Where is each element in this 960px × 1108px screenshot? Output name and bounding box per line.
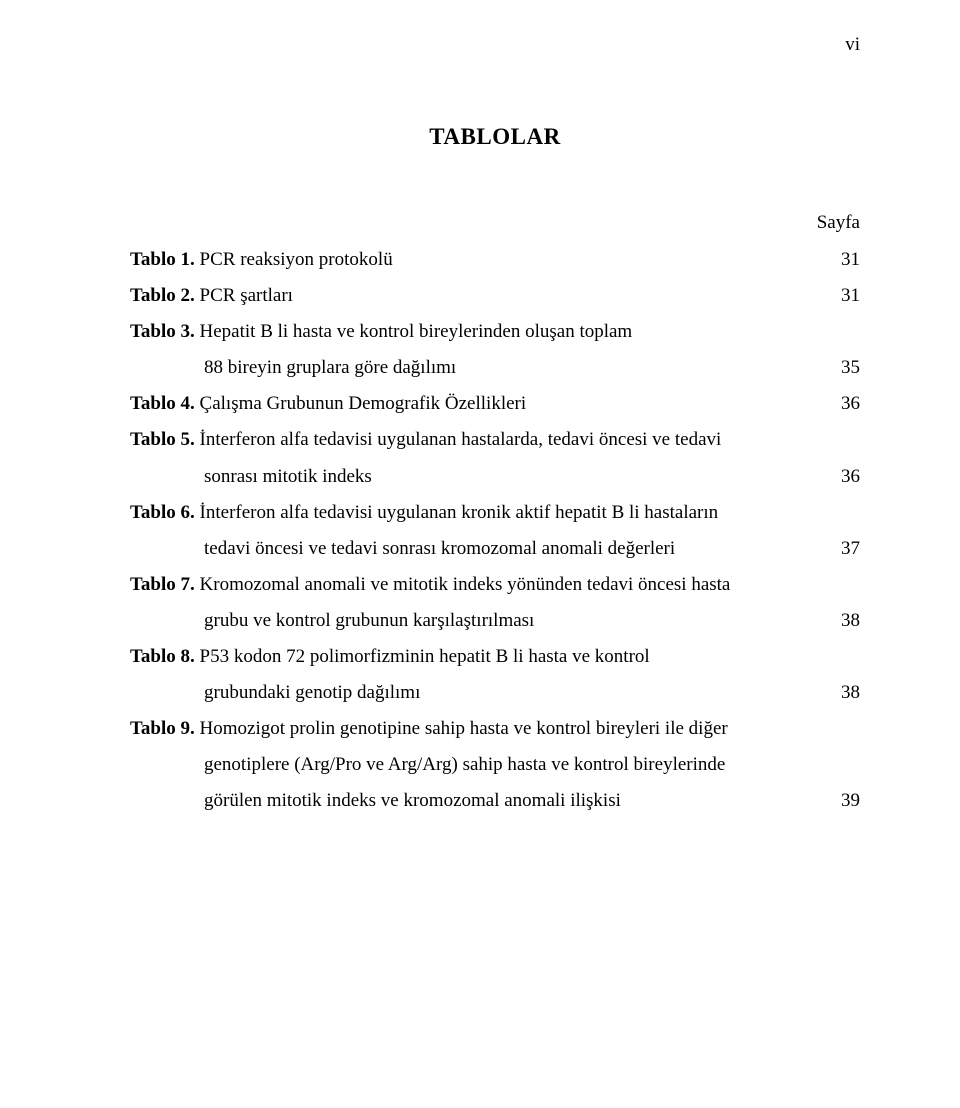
toc-entry: Tablo 2. PCR şartları 31 [130, 278, 860, 314]
toc-entry: Tablo 9. Homozigot prolin genotipine sah… [130, 711, 860, 819]
toc-line: Tablo 6. İnterferon alfa tedavisi uygula… [130, 495, 860, 531]
toc-text: Homozigot prolin genotipine sahip hasta … [200, 718, 728, 739]
toc-line: Tablo 8. P53 kodon 72 polimorfizminin he… [130, 639, 860, 675]
page: vi TABLOLAR Sayfa Tablo 1. PCR reaksiyon… [0, 0, 960, 1108]
page-number-top: vi [845, 34, 860, 56]
toc-text: PCR şartları [200, 278, 293, 314]
toc-text: Kromozomal anomali ve mitotik indeks yön… [200, 574, 731, 595]
toc-entry: Tablo 8. P53 kodon 72 polimorfizminin he… [130, 639, 860, 711]
toc-page-number: 36 [826, 386, 860, 422]
toc-page-number: 37 [826, 531, 860, 567]
page-column-header: Sayfa [130, 212, 860, 234]
toc-line: görülen mitotik indeks ve kromozomal ano… [130, 783, 860, 819]
toc-page-number: 36 [826, 459, 860, 495]
toc-line: grubu ve kontrol grubunun karşılaştırılm… [130, 603, 860, 639]
toc-text: İnterferon alfa tedavisi uygulanan hasta… [200, 429, 722, 450]
toc-line: Tablo 9. Homozigot prolin genotipine sah… [130, 711, 860, 747]
toc-continuation: grubu ve kontrol grubunun karşılaştırılm… [204, 603, 534, 639]
toc-line: Tablo 7. Kromozomal anomali ve mitotik i… [130, 567, 860, 603]
toc-text: P53 kodon 72 polimorfizminin hepatit B l… [200, 646, 650, 667]
toc-label: Tablo 5. [130, 429, 200, 450]
toc-entry: Tablo 6. İnterferon alfa tedavisi uygula… [130, 495, 860, 567]
toc-label: Tablo 1. [130, 242, 200, 278]
toc-continuation: görülen mitotik indeks ve kromozomal ano… [204, 783, 621, 819]
toc-continuation: tedavi öncesi ve tedavi sonrası kromozom… [204, 531, 675, 567]
toc-page-number: 38 [826, 675, 860, 711]
toc-entry: Tablo 1. PCR reaksiyon protokolü 31 [130, 242, 860, 278]
toc-line: Tablo 1. PCR reaksiyon protokolü 31 [130, 242, 860, 278]
toc-continuation: 88 bireyin gruplara göre dağılımı [204, 350, 456, 386]
toc-text: İnterferon alfa tedavisi uygulanan kroni… [200, 502, 719, 523]
toc-label: Tablo 2. [130, 278, 200, 314]
toc-page-number: 31 [826, 242, 860, 278]
toc-line: sonrası mitotik indeks 36 [130, 459, 860, 495]
page-title: TABLOLAR [130, 124, 860, 150]
toc-label: Tablo 7. [130, 574, 200, 595]
toc-page-number: 39 [826, 783, 860, 819]
toc-entry: Tablo 7. Kromozomal anomali ve mitotik i… [130, 567, 860, 639]
toc-page-number: 35 [826, 350, 860, 386]
toc-label: Tablo 4. [130, 386, 200, 422]
toc-text: PCR reaksiyon protokolü [200, 242, 393, 278]
toc-text: Hepatit B li hasta ve kontrol bireylerin… [200, 321, 633, 342]
toc-line: Tablo 3. Hepatit B li hasta ve kontrol b… [130, 314, 860, 350]
toc-line: Tablo 4. Çalışma Grubunun Demografik Öze… [130, 386, 860, 422]
toc-line: 88 bireyin gruplara göre dağılımı 35 [130, 350, 860, 386]
toc-entries: Tablo 1. PCR reaksiyon protokolü31Tablo … [130, 242, 860, 820]
toc-label: Tablo 6. [130, 502, 200, 523]
toc-entry: Tablo 4. Çalışma Grubunun Demografik Öze… [130, 386, 860, 422]
toc-continuation: genotiplere (Arg/Pro ve Arg/Arg) sahip h… [130, 747, 860, 783]
toc-label: Tablo 3. [130, 321, 200, 342]
toc-continuation: grubundaki genotip dağılımı [204, 675, 420, 711]
toc-text: Çalışma Grubunun Demografik Özellikleri [200, 386, 527, 422]
toc-page-number: 38 [826, 603, 860, 639]
toc-line: grubundaki genotip dağılımı 38 [130, 675, 860, 711]
toc-label: Tablo 8. [130, 646, 200, 667]
toc-line: tedavi öncesi ve tedavi sonrası kromozom… [130, 531, 860, 567]
toc-line: Tablo 2. PCR şartları 31 [130, 278, 860, 314]
toc-line: Tablo 5. İnterferon alfa tedavisi uygula… [130, 422, 860, 458]
toc-continuation: sonrası mitotik indeks [204, 459, 372, 495]
toc-label: Tablo 9. [130, 718, 200, 739]
toc-entry: Tablo 3. Hepatit B li hasta ve kontrol b… [130, 314, 860, 386]
toc-page-number: 31 [826, 278, 860, 314]
toc-entry: Tablo 5. İnterferon alfa tedavisi uygula… [130, 422, 860, 494]
